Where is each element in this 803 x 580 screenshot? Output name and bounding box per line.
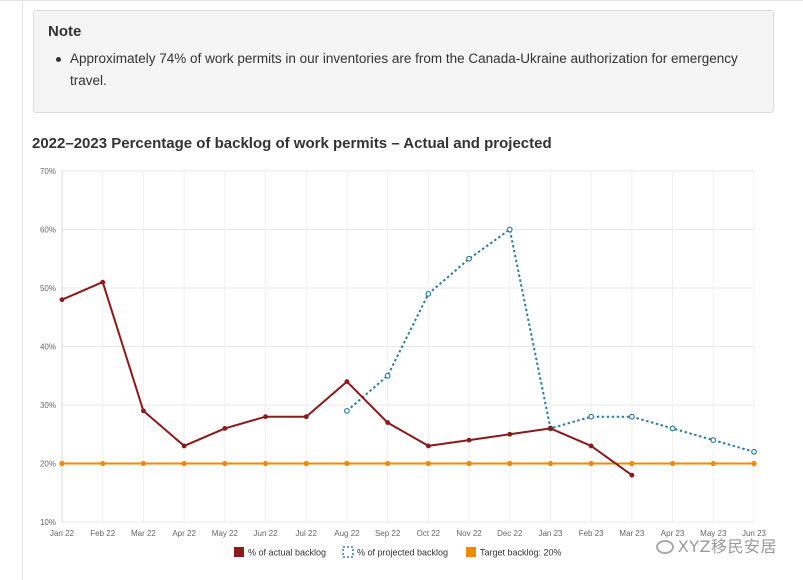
x-tick-label: Oct 22 [417,529,441,538]
data-point [507,431,513,437]
data-point [751,460,757,467]
data-point [222,460,228,467]
note-list: Approximately 74% of work permits in our… [48,48,759,92]
data-point [466,255,472,262]
data-point [59,297,65,303]
data-point [141,408,146,414]
left-border [22,0,23,580]
data-point [262,460,269,467]
data-point [222,426,228,431]
note-title: Note [48,23,82,40]
x-tick-label: May 22 [212,529,239,538]
data-point [629,472,635,478]
y-tick-label: 30% [40,401,56,410]
data-point [628,413,635,420]
data-point [140,460,147,467]
legend-label: % of projected backlog [357,548,448,558]
data-point [588,443,594,449]
y-tick-label: 20% [40,460,56,469]
top-border [0,0,803,3]
note-box: Note Approximately 74% of work permits i… [33,10,774,113]
data-point [669,460,676,467]
x-tick-label: Jul 22 [296,529,318,538]
data-point [425,290,432,297]
data-point [588,413,595,420]
data-point [751,448,757,455]
data-point [100,460,106,467]
x-tick-label: Jan 23 [538,529,563,538]
x-tick-label: Mar 23 [619,529,644,538]
legend-swatch [234,547,244,557]
x-tick-label: Apr 22 [172,529,196,538]
wechat-icon [655,540,674,554]
legend-swatch [342,546,354,558]
data-point [629,460,635,467]
data-point [548,426,553,431]
data-point [181,443,187,449]
data-point [710,460,716,467]
note-item: Approximately 74% of work permits in our… [54,48,759,92]
data-point [181,460,187,467]
chart-title: 2022–2023 Percentage of backlog of work … [32,135,552,152]
x-tick-label: Mar 22 [131,529,156,538]
data-point [100,279,106,285]
x-tick-label: May 23 [700,529,727,538]
x-tick-label: Jun 23 [742,529,767,538]
data-point [710,437,717,444]
y-tick-label: 10% [40,518,56,527]
data-point [385,460,391,467]
data-point [344,379,350,384]
data-point [507,460,513,467]
y-tick-label: 50% [40,284,56,293]
watermark: XYZ移民安居 [655,533,777,557]
data-point [384,372,391,379]
data-point [425,443,431,449]
x-tick-label: Dec 22 [497,529,523,538]
x-tick-label: Feb 23 [579,529,604,538]
data-point [263,414,268,420]
data-point [466,437,472,443]
data-point [547,460,554,467]
data-point [303,460,309,467]
y-tick-label: 40% [40,343,56,352]
x-tick-label: Feb 22 [90,529,115,538]
watermark-text: XYZ移民安居 [677,537,777,556]
data-point [303,414,309,420]
legend-label: Target backlog: 20% [480,548,562,558]
x-tick-label: Jan 22 [50,529,75,538]
x-tick-label: Apr 23 [661,529,685,538]
x-tick-label: Sep 22 [375,529,401,538]
data-point [385,420,391,425]
data-point [344,460,350,467]
x-tick-label: Jun 22 [254,529,279,538]
legend-swatch [466,547,476,557]
x-tick-label: Nov 22 [456,529,482,538]
data-point [506,226,513,233]
y-tick-label: 70% [40,167,56,176]
data-point [669,425,676,432]
data-point [588,460,594,467]
data-point [466,460,472,467]
data-point [59,460,65,467]
data-point [344,407,350,414]
data-point [425,460,431,467]
y-tick-label: 60% [40,226,56,235]
x-tick-label: Aug 22 [334,529,360,538]
legend-label: % of actual backlog [248,548,326,558]
